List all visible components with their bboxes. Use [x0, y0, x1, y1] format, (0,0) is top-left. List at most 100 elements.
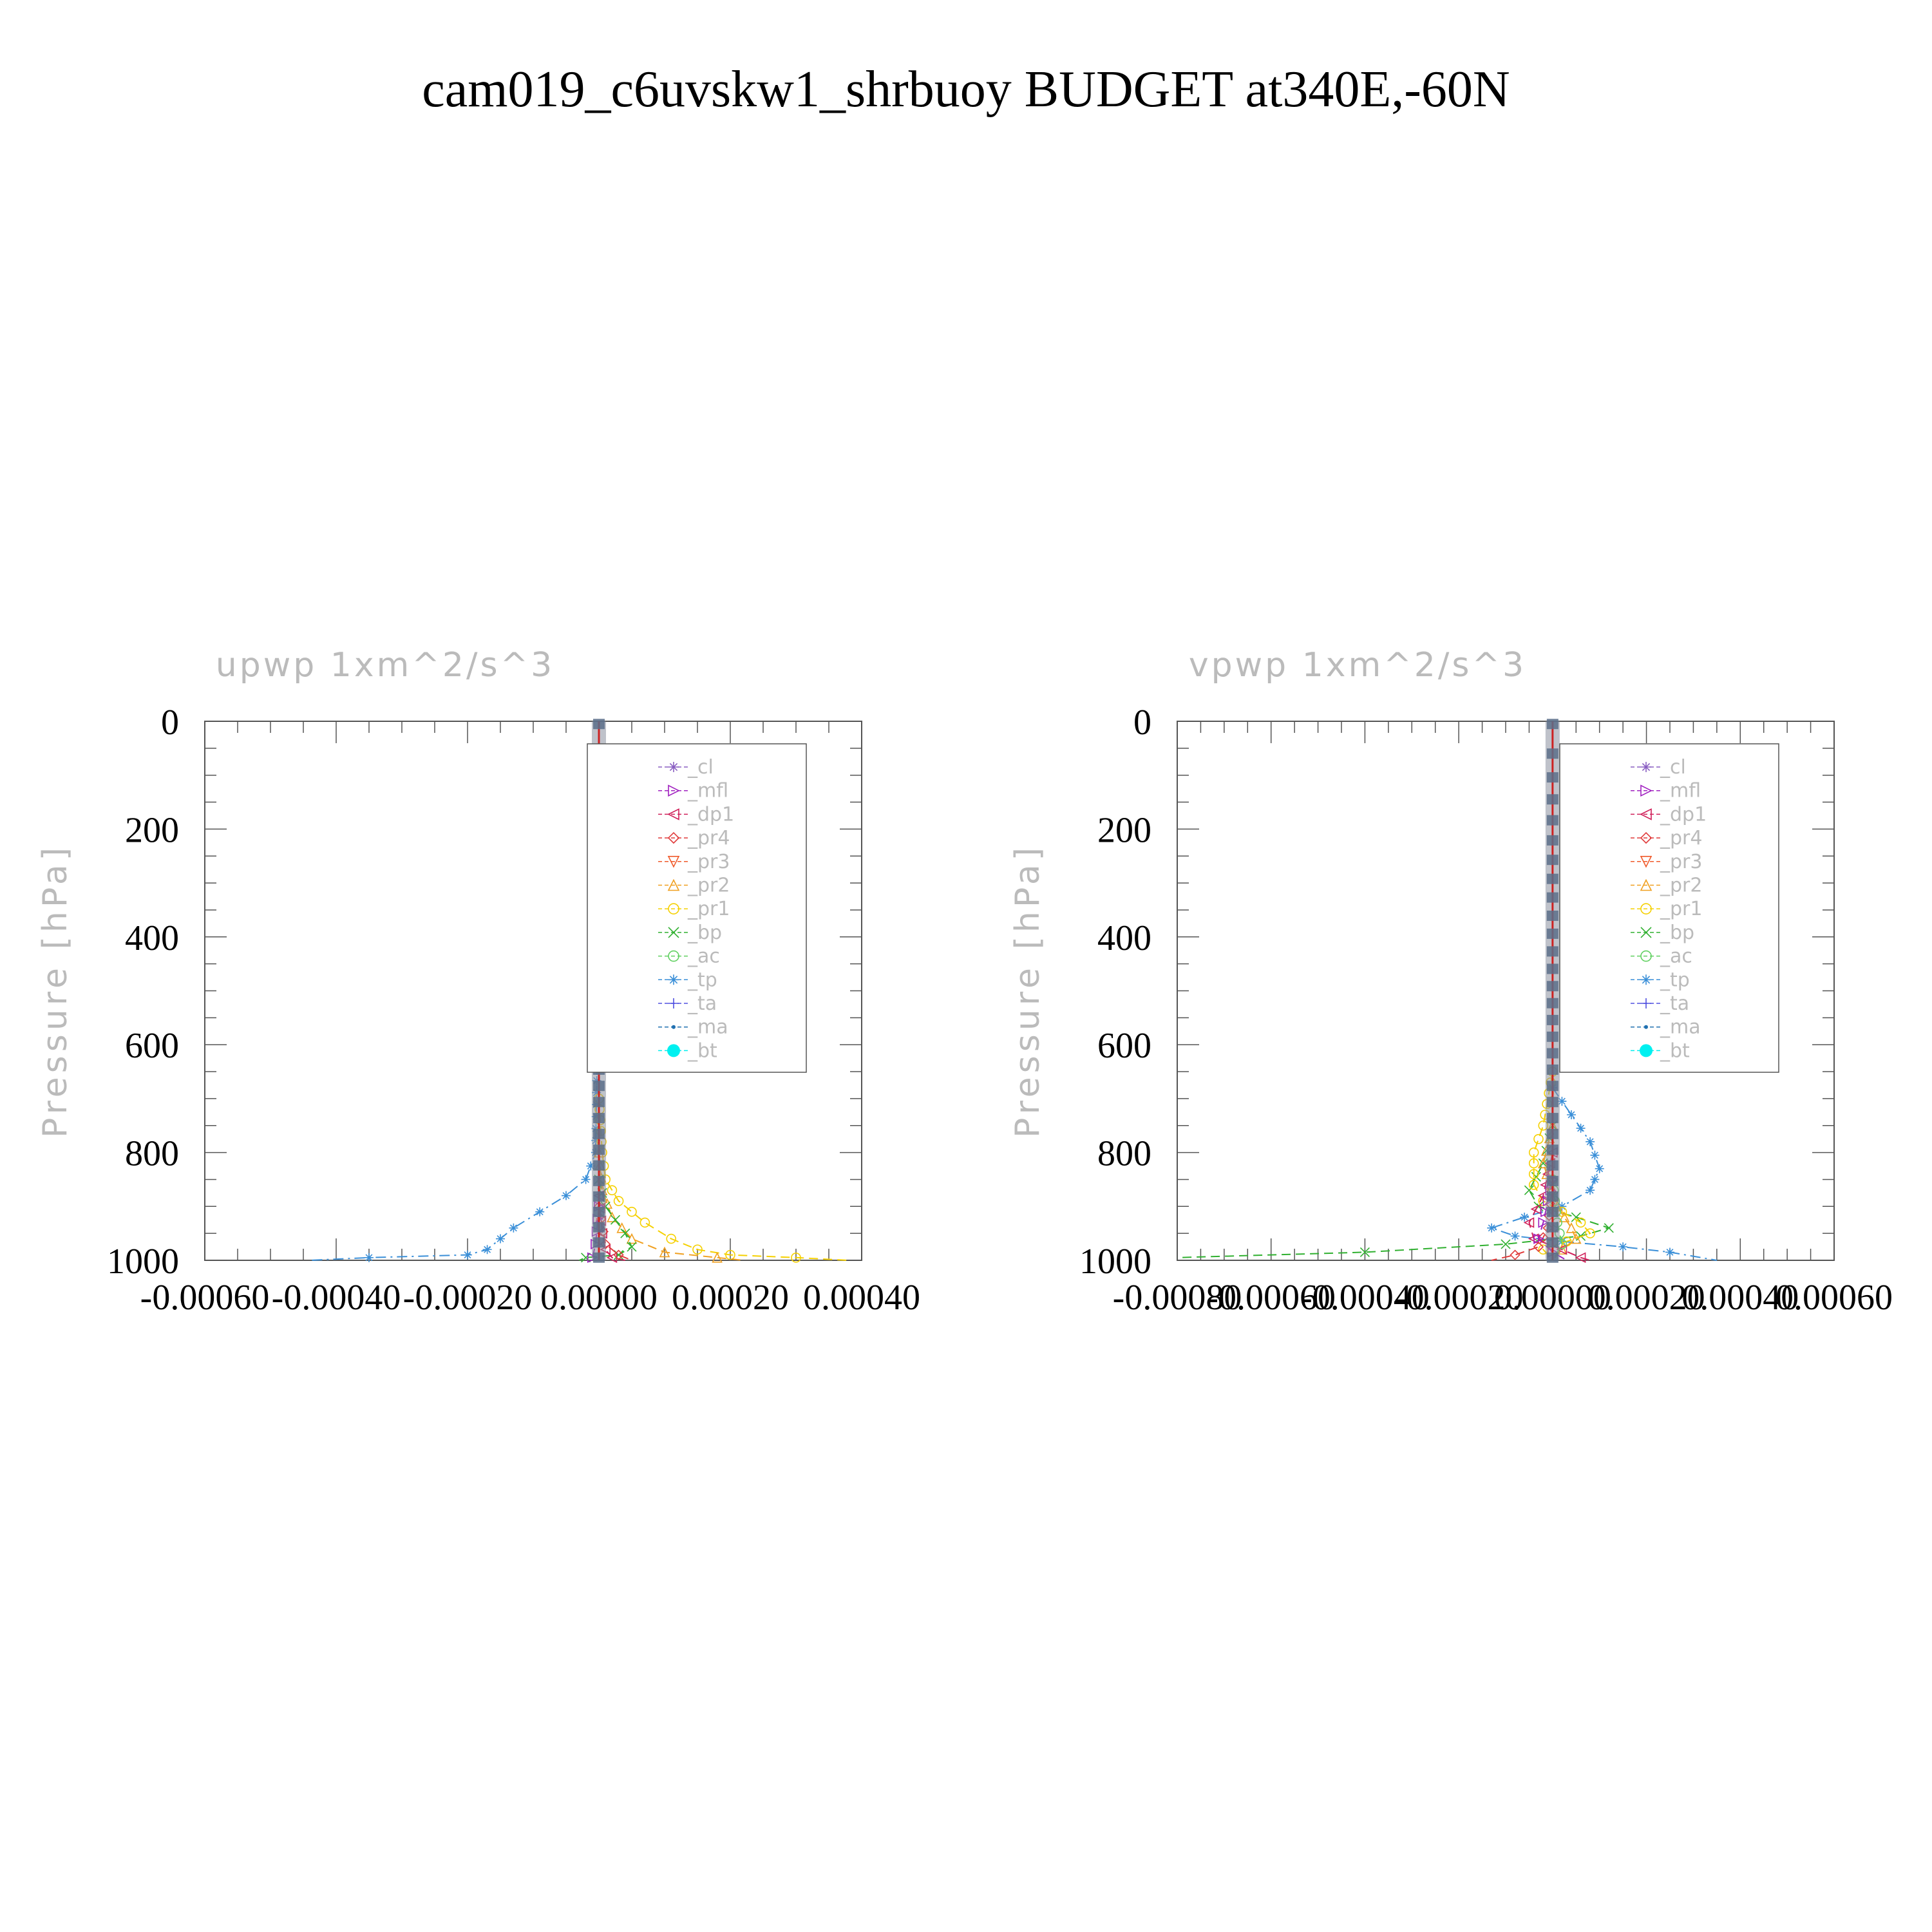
series-point-pr2 — [626, 1233, 638, 1244]
y-tick-label: 0 — [1133, 703, 1151, 743]
x-tick-label: 0.00020 — [1588, 1278, 1705, 1318]
legend-label: _ma — [1660, 1016, 1701, 1039]
x-tick-label: -0.00020 — [403, 1278, 533, 1318]
series-line-tp — [310, 936, 600, 1261]
panel-title: upwp 1xm^2/s^3 — [216, 646, 554, 685]
series-point-tp — [365, 1253, 374, 1262]
series-point-pr2 — [1566, 1222, 1577, 1233]
legend-marker-pr1 — [668, 903, 679, 914]
y-axis-label: Pressure [hPa] — [36, 844, 75, 1138]
zero-column-marker — [593, 1128, 605, 1139]
series-point-pr4 — [1510, 1249, 1520, 1260]
series-point-tp — [1586, 1137, 1595, 1146]
legend-marker-mfl — [668, 784, 680, 797]
zero-column-marker — [1546, 1144, 1558, 1155]
zero-column-marker — [593, 1206, 605, 1217]
series-point-tp — [463, 1250, 472, 1260]
y-tick-label: 800 — [125, 1134, 179, 1174]
series-point-bp — [1524, 1185, 1534, 1195]
legend-label: _cl — [687, 756, 714, 779]
zero-column-marker — [593, 1175, 605, 1186]
panel-title: vpwp 1xm^2/s^3 — [1189, 646, 1526, 685]
x-tick-label: 0.00060 — [1776, 1278, 1893, 1318]
zero-column-marker — [1546, 748, 1558, 759]
legend-label: _pr4 — [1660, 827, 1702, 849]
series-point-pr4 — [613, 1249, 624, 1260]
series-point-mfl — [1533, 1233, 1544, 1244]
zero-column-marker — [593, 1081, 605, 1092]
legend-marker-ta — [1641, 998, 1651, 1009]
series-point-tp — [1576, 1123, 1586, 1133]
legend-label: _ac — [687, 945, 720, 968]
legend-marker-pr3 — [667, 856, 680, 868]
legend-label: _pr4 — [687, 827, 730, 849]
legend-label: _pr2 — [687, 875, 730, 897]
legend: _cl_mfl_dp1_pr4_pr3_pr2_pr1_bp_ac_tp_ta_… — [587, 743, 807, 1073]
series-point-bp — [610, 1215, 621, 1225]
legend-marker-ma — [672, 1025, 676, 1029]
legend-label: _ac — [1660, 945, 1692, 968]
y-tick-label: 0 — [161, 703, 179, 743]
zero-column-marker — [1546, 719, 1558, 730]
legend-marker-dp1 — [667, 808, 679, 820]
zero-column-marker — [1546, 794, 1558, 805]
zero-column-marker — [593, 1252, 605, 1263]
series-point-pr1 — [666, 1233, 676, 1244]
zero-column-marker — [1546, 1206, 1558, 1217]
zero-column-marker — [1546, 1081, 1558, 1092]
series-point-tp — [586, 1161, 596, 1171]
x-tick-label: 0.00000 — [540, 1278, 658, 1318]
zero-column-marker — [593, 1191, 605, 1202]
legend-label: _pr3 — [687, 851, 730, 873]
x-tick-label: 0.00040 — [803, 1278, 920, 1318]
series-point-pr1 — [627, 1206, 637, 1217]
series-point-pr1 — [725, 1249, 735, 1260]
legend-marker-ma — [1644, 1025, 1648, 1029]
zero-column-marker — [1546, 1128, 1558, 1139]
x-tick-label: 0.00000 — [1494, 1278, 1611, 1318]
legend-marker-ac — [668, 950, 679, 962]
zero-column-marker — [593, 1113, 605, 1124]
zero-column-marker — [1546, 772, 1558, 783]
legend-marker-mfl — [1640, 784, 1653, 797]
series-point-bp — [1501, 1239, 1511, 1249]
legend-label: _ma — [687, 1016, 728, 1039]
legend-marker-bt — [1640, 1044, 1653, 1057]
series-point-pr1 — [791, 1253, 801, 1263]
zero-column-marker — [1546, 910, 1558, 921]
x-tick-label: -0.00040 — [1300, 1278, 1430, 1318]
chart-vpwp: vpwp 1xm^2/s^3 Pressure [hPa] 0 200 400 600 80… — [1009, 646, 1893, 1318]
x-tick-label: -0.00060 — [1206, 1278, 1336, 1318]
zero-column-marker — [1546, 963, 1558, 974]
series-point-tp — [1586, 1186, 1595, 1195]
legend-marker-tp — [1641, 974, 1651, 985]
legend-label: _bt — [1660, 1039, 1690, 1062]
zero-column-marker — [593, 1237, 605, 1248]
series-point-tp — [1590, 1150, 1600, 1160]
series-point-pr1 — [1528, 1180, 1539, 1190]
legend-marker-cl — [668, 762, 679, 772]
series-point-bp — [1604, 1223, 1614, 1233]
series-point-pr1 — [1528, 1147, 1539, 1158]
series-point-tp — [562, 1191, 571, 1200]
series-line-tp — [1489, 1087, 1718, 1261]
x-tick-label: -0.00060 — [140, 1278, 270, 1318]
zero-column-marker — [1546, 998, 1558, 1009]
legend-marker-cl — [1641, 762, 1651, 772]
zero-column-marker — [1546, 1252, 1558, 1263]
series-point-bp — [1359, 1247, 1370, 1258]
legend-marker-pr4 — [1640, 831, 1653, 844]
zero-column-marker — [1546, 1175, 1558, 1186]
zero-column-marker — [1546, 835, 1558, 846]
legend-label: _bp — [1660, 922, 1694, 944]
series-line-bp — [1177, 1125, 1611, 1258]
legend-marker-tp — [668, 974, 679, 985]
zero-column-marker — [1546, 946, 1558, 957]
zero-column-marker — [1546, 1014, 1558, 1025]
series-point-bp — [581, 1253, 591, 1263]
series-point-bp — [1531, 1171, 1541, 1182]
legend-marker-ta — [668, 998, 679, 1009]
series-point-tp — [482, 1245, 492, 1255]
series-point-mfl — [1538, 1217, 1549, 1228]
series-point-pr1 — [1585, 1228, 1595, 1238]
